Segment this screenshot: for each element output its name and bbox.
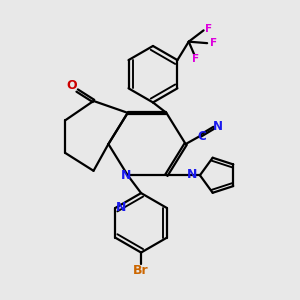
Text: N: N: [116, 202, 126, 214]
Text: O: O: [67, 79, 77, 92]
Text: Br: Br: [133, 264, 149, 277]
Text: F: F: [205, 24, 212, 34]
Text: N: N: [187, 168, 198, 181]
Text: N: N: [121, 169, 131, 182]
Text: F: F: [192, 55, 199, 64]
Text: C: C: [197, 130, 206, 143]
Text: N: N: [213, 120, 224, 133]
Text: F: F: [209, 38, 217, 48]
